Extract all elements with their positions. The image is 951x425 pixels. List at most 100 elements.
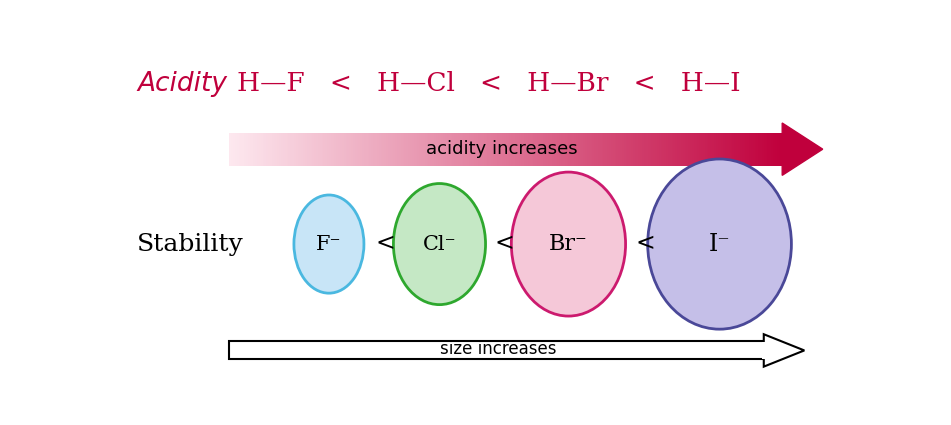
Bar	[752, 133, 755, 166]
Bar	[290, 133, 293, 166]
Bar	[441, 133, 443, 166]
Bar	[392, 133, 394, 166]
Bar	[516, 133, 519, 166]
Bar	[266, 133, 268, 166]
Bar	[545, 133, 547, 166]
Bar	[583, 133, 586, 166]
Bar	[248, 133, 250, 166]
Bar	[710, 133, 712, 166]
Bar	[278, 133, 280, 166]
Bar	[231, 133, 234, 166]
Bar	[732, 133, 735, 166]
Bar	[465, 133, 468, 166]
Bar	[760, 133, 763, 166]
Bar	[288, 133, 291, 166]
Bar	[388, 133, 390, 166]
Bar	[282, 133, 285, 166]
Bar	[368, 133, 370, 166]
Bar	[631, 133, 633, 166]
Bar	[461, 133, 464, 166]
Bar	[428, 133, 431, 166]
Bar	[708, 133, 710, 166]
Bar	[642, 133, 645, 166]
Bar	[650, 133, 651, 166]
Bar	[320, 133, 322, 166]
Bar	[445, 133, 447, 166]
Ellipse shape	[394, 184, 486, 305]
Bar	[602, 133, 604, 166]
Bar	[237, 133, 239, 166]
Bar	[347, 133, 350, 166]
Bar	[274, 133, 276, 166]
Bar	[436, 133, 438, 166]
Bar	[241, 133, 243, 166]
Bar	[467, 133, 470, 166]
Bar	[286, 133, 289, 166]
Bar	[384, 133, 386, 166]
Bar	[272, 133, 274, 166]
Bar	[343, 133, 346, 166]
Bar	[508, 133, 510, 166]
Bar	[666, 133, 669, 166]
Bar	[628, 133, 630, 166]
Bar	[596, 133, 598, 166]
Bar	[371, 133, 374, 166]
Bar	[689, 133, 690, 166]
Bar	[394, 133, 396, 166]
Bar	[443, 133, 445, 166]
Bar	[539, 133, 541, 166]
Bar	[663, 133, 665, 166]
Bar	[400, 133, 403, 166]
Bar	[716, 133, 718, 166]
Bar	[670, 133, 672, 166]
Bar	[243, 133, 244, 166]
Bar	[695, 133, 698, 166]
Bar	[439, 133, 441, 166]
Bar	[292, 133, 294, 166]
Bar	[261, 133, 263, 166]
Bar	[659, 133, 661, 166]
Bar	[592, 133, 594, 166]
Bar	[390, 133, 392, 166]
Bar	[239, 133, 241, 166]
Bar	[284, 133, 287, 166]
Bar	[605, 133, 608, 166]
Bar	[408, 133, 411, 166]
Bar	[769, 133, 771, 166]
Bar	[771, 133, 773, 166]
Bar	[502, 133, 504, 166]
Bar	[565, 133, 567, 166]
Bar	[316, 133, 319, 166]
Bar	[705, 133, 707, 166]
Bar	[518, 133, 521, 166]
Bar	[484, 133, 486, 166]
Bar	[345, 133, 348, 166]
Bar	[309, 133, 311, 166]
Bar	[718, 133, 720, 166]
Bar	[673, 133, 676, 166]
Bar	[382, 133, 384, 166]
Bar	[331, 133, 333, 166]
Bar	[312, 133, 315, 166]
Bar	[740, 133, 742, 166]
Bar	[300, 133, 301, 166]
Bar	[722, 133, 724, 166]
Bar	[579, 133, 582, 166]
Bar	[476, 133, 478, 166]
Polygon shape	[782, 123, 823, 176]
Bar	[633, 133, 635, 166]
Bar	[587, 133, 589, 166]
Bar	[744, 133, 746, 166]
Bar	[366, 133, 368, 166]
Bar	[600, 133, 602, 166]
Text: Acidity: Acidity	[137, 71, 227, 97]
Bar	[764, 133, 766, 166]
Bar	[775, 133, 777, 166]
Bar	[626, 133, 628, 166]
Bar	[305, 133, 307, 166]
Bar	[611, 133, 613, 166]
Bar	[661, 133, 663, 166]
Bar	[723, 133, 726, 166]
Bar	[281, 133, 283, 166]
Bar	[325, 133, 327, 166]
